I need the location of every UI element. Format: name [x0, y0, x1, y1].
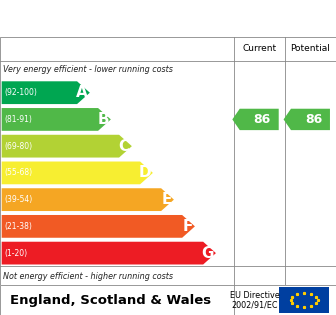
Text: EU Directive: EU Directive — [229, 291, 280, 300]
Polygon shape — [2, 215, 195, 238]
Polygon shape — [2, 242, 216, 265]
Text: A: A — [76, 85, 88, 100]
Text: England, Scotland & Wales: England, Scotland & Wales — [10, 294, 211, 306]
Text: 86: 86 — [254, 113, 271, 126]
Text: G: G — [201, 246, 214, 261]
Text: Potential: Potential — [291, 44, 330, 54]
Polygon shape — [2, 81, 90, 104]
Polygon shape — [2, 135, 132, 158]
Text: F: F — [182, 219, 193, 234]
Text: 86: 86 — [305, 113, 322, 126]
Text: (21-38): (21-38) — [4, 222, 32, 231]
Text: (39-54): (39-54) — [4, 195, 32, 204]
Polygon shape — [284, 109, 330, 130]
Text: B: B — [97, 112, 109, 127]
Polygon shape — [2, 188, 174, 211]
Text: C: C — [119, 139, 130, 154]
Text: E: E — [162, 192, 172, 207]
Text: Not energy efficient - higher running costs: Not energy efficient - higher running co… — [3, 272, 173, 281]
Text: (55-68): (55-68) — [4, 169, 32, 177]
Text: (92-100): (92-100) — [4, 88, 37, 97]
Text: Energy Efficiency Rating: Energy Efficiency Rating — [10, 11, 232, 26]
Text: (69-80): (69-80) — [4, 142, 32, 151]
Text: 2002/91/EC: 2002/91/EC — [231, 301, 278, 310]
Polygon shape — [2, 108, 111, 131]
Text: D: D — [138, 165, 151, 180]
Polygon shape — [2, 162, 153, 184]
Text: (81-91): (81-91) — [4, 115, 32, 124]
Bar — [279, 288, 329, 312]
Text: (1-20): (1-20) — [4, 249, 27, 258]
Polygon shape — [232, 109, 279, 130]
Text: Very energy efficient - lower running costs: Very energy efficient - lower running co… — [3, 65, 173, 74]
Text: Current: Current — [242, 44, 276, 54]
